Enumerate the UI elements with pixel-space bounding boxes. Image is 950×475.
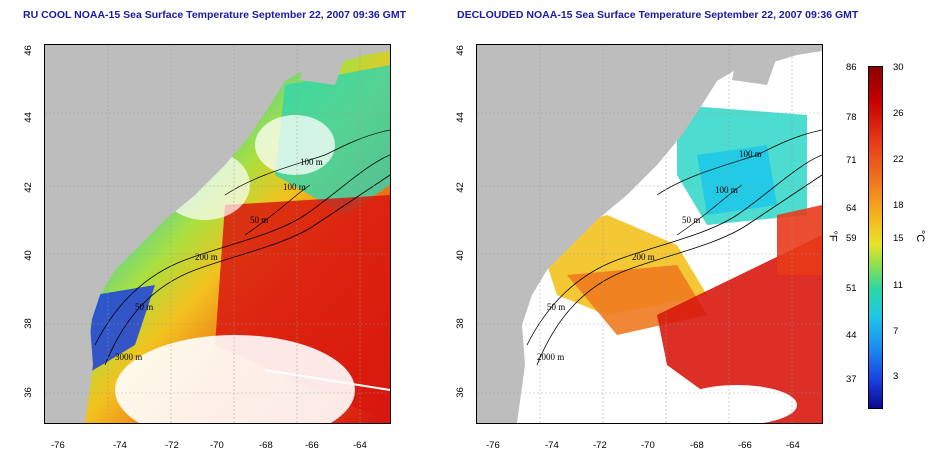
left-ytick-4: 40 [22,250,34,261]
right-ytick-3: 42 [454,182,466,193]
fahrenheit-unit-label: °F [826,230,839,242]
right-contour-label-50m-south: 50 m [547,302,565,312]
cb-c-7: 7 [893,326,899,337]
right-xtick-5: -68 [690,440,704,451]
cb-c-6: 11 [893,280,903,291]
right-xtick-3: -72 [593,440,607,451]
left-xtick-5: -68 [259,440,273,451]
left-ytick-3: 42 [22,182,34,193]
contour-label-50m-south: 50 m [135,302,153,312]
right-contour-label-200m: 200 m [632,252,655,262]
left-sst-map: 100 m 100 m 50 m 200 m 50 m 3000 m [44,44,391,424]
cb-f-8: 37 [846,374,857,385]
cb-c-2: 26 [893,108,904,119]
right-contour-label-deep: 2000 m [537,352,564,362]
right-contour-label-100m-a: 100 m [739,149,762,159]
left-ytick-2: 44 [22,112,34,123]
right-contour-label-50m: 50 m [682,215,700,225]
celsius-unit-label: °C [914,229,927,243]
temperature-colorbar [868,66,883,409]
cb-f-4: 64 [846,203,857,214]
cb-c-3: 22 [893,154,904,165]
right-ytick-2: 44 [454,112,466,123]
cb-c-4: 18 [893,200,904,211]
cb-f-3: 71 [846,155,857,166]
contour-label-50m: 50 m [250,215,268,225]
right-xtick-2: -74 [545,440,559,451]
cb-c-8: 3 [893,371,899,382]
contour-label-deep: 3000 m [115,352,142,362]
left-sst-map-graphic: 100 m 100 m 50 m 200 m 50 m 3000 m [45,45,390,423]
cb-f-2: 78 [846,112,857,123]
contour-label-200m: 200 m [195,252,218,262]
right-xtick-1: -76 [486,440,500,451]
right-ytick-1: 46 [454,45,466,56]
left-xtick-6: -66 [305,440,319,451]
left-ytick-5: 38 [22,318,34,329]
cb-f-7: 44 [846,330,857,341]
left-xtick-2: -74 [113,440,127,451]
contour-label-100m-b: 100 m [283,182,306,192]
left-xtick-3: -72 [165,440,179,451]
right-grid [477,45,822,423]
right-xtick-6: -66 [738,440,752,451]
left-grid [45,45,390,423]
right-ytick-4: 40 [454,250,466,261]
right-sst-map: 100 m 100 m 50 m 200 m 50 m 2000 m [476,44,823,424]
contour-label-100m-a: 100 m [300,157,323,167]
left-ytick-1: 46 [22,45,34,56]
left-xtick-7: -64 [353,440,367,451]
left-ytick-6: 36 [22,387,34,398]
right-ytick-6: 36 [454,387,466,398]
right-xtick-4: -70 [641,440,655,451]
cb-f-6: 51 [846,283,857,294]
right-ytick-5: 38 [454,318,466,329]
cb-f-5: 59 [846,233,857,244]
left-map-title: RU COOL NOAA-15 Sea Surface Temperature … [23,9,407,21]
right-contour-label-100m-b: 100 m [715,185,738,195]
left-xtick-1: -76 [51,440,65,451]
left-xtick-4: -70 [210,440,224,451]
cb-f-1: 86 [846,62,857,73]
right-map-title: DECLOUDED NOAA-15 Sea Surface Temperatur… [457,9,859,21]
right-sst-map-graphic: 100 m 100 m 50 m 200 m 50 m 2000 m [477,45,822,423]
right-xtick-7: -64 [786,440,800,451]
cb-c-5: 15 [893,233,904,244]
cb-c-1: 30 [893,62,904,73]
